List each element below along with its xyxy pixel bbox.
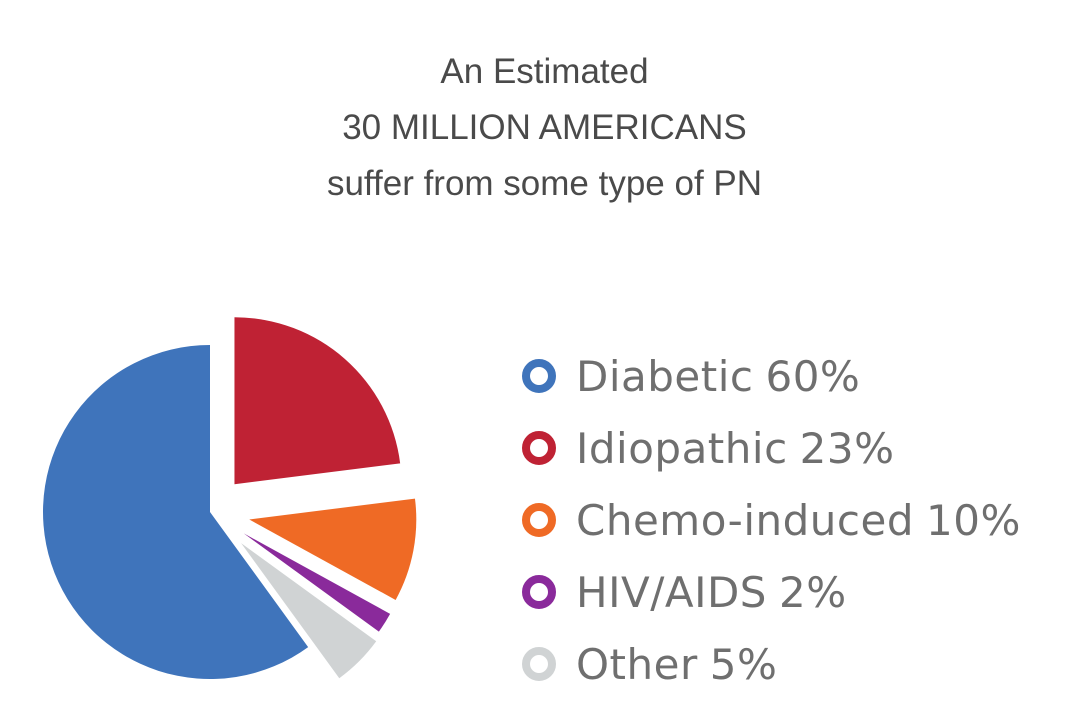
title-line-1: An Estimated [440,52,649,91]
title-line-2: 30 MILLION AMERICANS [342,108,747,147]
legend-value: 2% [778,567,847,617]
legend-label: Diabetic [576,351,754,401]
title-line-3: suffer from some type of PN [326,164,763,203]
chart-legend: Diabetic 60% Idiopathic 23% Chemo-induced 1… [522,340,1021,700]
legend-marker-icon [522,575,556,609]
chart-title: An Estimated 30 MILLION AMERICANS suffer… [0,44,1089,212]
legend-value: 10% [926,495,1021,545]
legend-label: Chemo-induced [576,495,914,545]
legend-item-idiopathic: Idiopathic 23% [522,412,1021,484]
legend-label: Other [576,639,698,689]
legend-item-hiv-aids: HIV/AIDS 2% [522,556,1021,628]
legend-marker-icon [522,647,556,681]
legend-item-chemo-induced: Chemo-induced 10% [522,484,1021,556]
legend-value: 60% [765,351,861,401]
pie-slice-diabetic [42,345,309,679]
legend-item-diabetic: Diabetic 60% [522,340,1021,412]
legend-label: HIV/AIDS [576,567,767,617]
legend-value: 23% [799,423,895,473]
legend-marker-icon [522,431,556,465]
legend-marker-icon [522,359,556,393]
pie-slice-chemo-induced [249,498,417,600]
pie-slice-hiv-aids [243,533,391,632]
legend-value: 5% [709,639,778,689]
pie-slice-other [241,543,377,679]
legend-marker-icon [522,503,556,537]
pie-chart [42,317,417,679]
pie-slice-idiopathic [234,317,401,485]
legend-item-other: Other 5% [522,628,1021,700]
legend-label: Idiopathic [576,423,788,473]
